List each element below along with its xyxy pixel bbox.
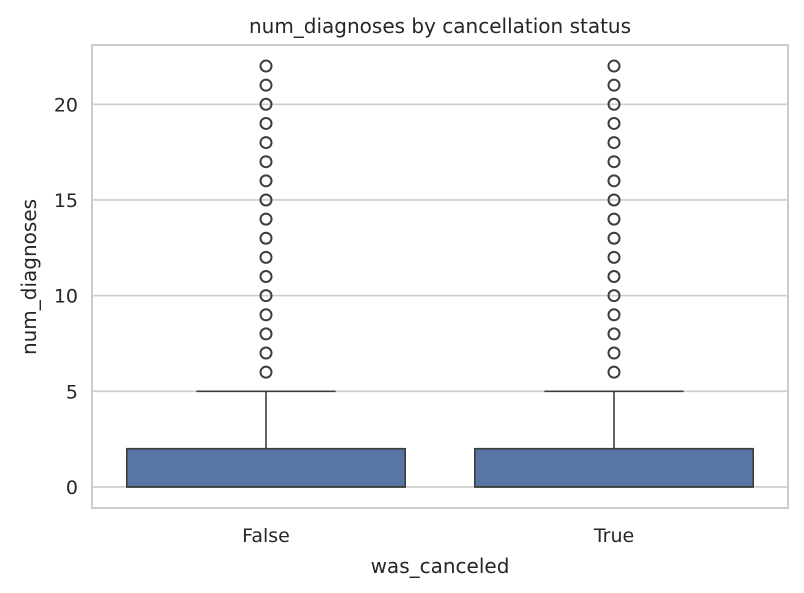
outlier-point xyxy=(607,174,621,188)
outlier-point xyxy=(259,308,273,322)
box-true xyxy=(473,59,754,488)
outlier-point xyxy=(259,212,273,226)
y-tick-label: 20 xyxy=(54,94,78,116)
outlier-point xyxy=(259,116,273,130)
outlier-point xyxy=(607,270,621,283)
iqr-box xyxy=(126,447,406,488)
outlier-point xyxy=(607,231,621,245)
x-tick-label: False xyxy=(242,525,290,547)
outlier-point xyxy=(607,212,621,226)
outlier-point xyxy=(607,308,621,322)
y-tick-label: 0 xyxy=(66,477,78,499)
plot-frame xyxy=(91,44,789,509)
x-tick-labels: False True xyxy=(242,525,634,547)
y-axis-label: num_diagnoses xyxy=(17,199,41,355)
outlier-point xyxy=(607,59,621,73)
x-axis-label: was_canceled xyxy=(371,554,510,578)
outlier-point xyxy=(259,270,273,283)
outlier-point xyxy=(259,231,273,245)
outlier-point xyxy=(607,78,621,92)
y-tick-label: 5 xyxy=(66,381,78,403)
outlier-point xyxy=(259,174,273,188)
outlier-point xyxy=(607,327,621,341)
outlier-point xyxy=(259,193,273,207)
x-tick-label: True xyxy=(593,525,634,547)
outlier-point xyxy=(607,136,621,150)
iqr-box xyxy=(473,447,754,488)
y-tick-label: 10 xyxy=(54,286,78,308)
outlier-point xyxy=(259,365,273,379)
outlier-point xyxy=(259,289,273,303)
box-false xyxy=(126,59,406,488)
outlier-point xyxy=(259,155,273,169)
outlier-point xyxy=(259,78,273,92)
outlier-point xyxy=(259,97,273,111)
boxes xyxy=(126,59,754,488)
outlier-point xyxy=(607,365,621,379)
y-tick-label: 15 xyxy=(54,190,78,212)
y-tick-labels: 0 5 10 15 20 xyxy=(54,94,78,499)
outlier-point xyxy=(607,289,621,303)
outlier-point xyxy=(607,250,621,264)
outlier-point xyxy=(607,116,621,130)
outlier-point xyxy=(259,346,273,360)
chart-title: num_diagnoses by cancellation status xyxy=(249,14,631,38)
grid-lines xyxy=(92,103,788,488)
outlier-point xyxy=(607,193,621,207)
outlier-point xyxy=(607,346,621,360)
outlier-point xyxy=(259,327,273,341)
outlier-point xyxy=(607,155,621,169)
outlier-point xyxy=(607,97,621,111)
outlier-point xyxy=(259,136,273,150)
outlier-point xyxy=(259,250,273,264)
outlier-point xyxy=(259,59,273,73)
